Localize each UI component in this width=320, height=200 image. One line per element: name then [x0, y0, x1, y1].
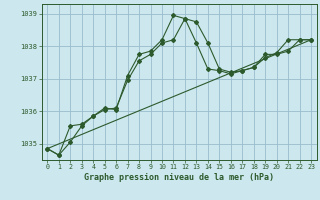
X-axis label: Graphe pression niveau de la mer (hPa): Graphe pression niveau de la mer (hPa): [84, 173, 274, 182]
